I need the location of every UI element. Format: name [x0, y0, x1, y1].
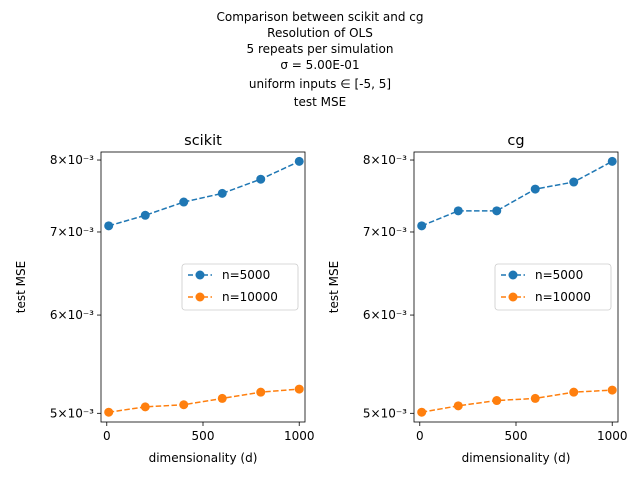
data-point [217, 188, 227, 198]
figure-title-line-2: Resolution of OLS [267, 26, 373, 40]
data-point [530, 393, 540, 403]
legend-marker-n10000 [195, 292, 205, 302]
data-point [417, 407, 427, 417]
x-tick-label: 1000 [597, 429, 628, 443]
data-point [453, 206, 463, 216]
chart-panel-cg: cg 0 500 1000 5×10⁻³ 6×10⁻³ 7×10⁻³ 8×10⁻³ dime… [327, 133, 627, 465]
data-point [569, 177, 579, 187]
data-point [179, 197, 189, 207]
legend: n=5000 n=10000 [181, 263, 299, 311]
y-tick-label: 6×10⁻³ [50, 308, 94, 322]
data-point [607, 156, 617, 166]
y-axis-label: test MSE [14, 261, 28, 313]
data-point [294, 384, 304, 394]
x-tick-label: 500 [505, 429, 528, 443]
legend-marker-n5000 [508, 270, 518, 280]
data-point [217, 393, 227, 403]
x-axis-label: dimensionality (d) [462, 451, 571, 465]
y-tick-label: 7×10⁻³ [50, 225, 94, 239]
y-tick-label: 8×10⁻³ [363, 153, 407, 167]
panel-title: cg [507, 133, 524, 149]
series-line-n5000 [108, 160, 300, 227]
data-point [179, 400, 189, 410]
plot-area [417, 156, 617, 417]
plot-area [104, 156, 304, 417]
figure-title-line-1: Comparison between scikit and cg [217, 10, 424, 24]
panel-title: scikit [184, 133, 222, 149]
y-tick-label: 8×10⁻³ [50, 153, 94, 167]
data-point [530, 184, 540, 194]
x-tick-label: 500 [192, 429, 215, 443]
series-line-n5000 [421, 160, 613, 227]
series-line-n10000 [421, 389, 613, 413]
data-point [140, 210, 150, 220]
legend-marker-n10000 [508, 292, 518, 302]
axis-ticks: 0 500 1000 5×10⁻³ 6×10⁻³ 7×10⁻³ 8×10⁻³ [363, 153, 628, 443]
legend-label-n5000: n=5000 [222, 268, 270, 282]
data-point [492, 206, 502, 216]
figure-title: Comparison between scikit and cg Resolut… [217, 10, 424, 109]
legend-label-n5000: n=5000 [535, 268, 583, 282]
y-axis-label: test MSE [327, 261, 341, 313]
data-point [256, 174, 266, 184]
data-point [294, 156, 304, 166]
figure-title-line-5: uniform inputs ∈ [-5, 5] [249, 77, 391, 91]
axis-ticks: 0 500 1000 5×10⁻³ 6×10⁻³ 7×10⁻³ 8×10⁻³ [50, 153, 315, 443]
data-point [569, 387, 579, 397]
legend-marker-n5000 [195, 270, 205, 280]
x-tick-label: 0 [103, 429, 111, 443]
y-tick-label: 6×10⁻³ [363, 308, 407, 322]
figure-title-line-6: test MSE [294, 95, 346, 109]
data-point [104, 221, 114, 231]
data-point [256, 387, 266, 397]
axes-frame [413, 151, 619, 423]
x-tick-label: 0 [416, 429, 424, 443]
axes-frame [100, 151, 306, 423]
legend-label-n10000: n=10000 [535, 290, 591, 304]
series-line-n10000 [108, 388, 300, 413]
figure-title-line-4: σ = 5.00E-01 [280, 58, 359, 72]
data-point [453, 401, 463, 411]
data-point [140, 402, 150, 412]
x-tick-label: 1000 [284, 429, 315, 443]
y-tick-label: 7×10⁻³ [363, 225, 407, 239]
legend-label-n10000: n=10000 [222, 290, 278, 304]
data-point [104, 407, 114, 417]
figure-title-line-3: 5 repeats per simulation [247, 42, 394, 56]
chart-panel-scikit: scikit 0 500 10005×10⁻³6×10⁻³7×10⁻³8×10⁻³ … [14, 133, 314, 465]
legend: n=5000 n=10000 [494, 263, 612, 311]
data-point [607, 385, 617, 395]
data-point [492, 396, 502, 406]
y-tick-label: 5×10⁻³ [363, 406, 407, 420]
data-point [417, 221, 427, 231]
y-tick-label: 5×10⁻³ [50, 406, 94, 420]
x-axis-label: dimensionality (d) [149, 451, 258, 465]
